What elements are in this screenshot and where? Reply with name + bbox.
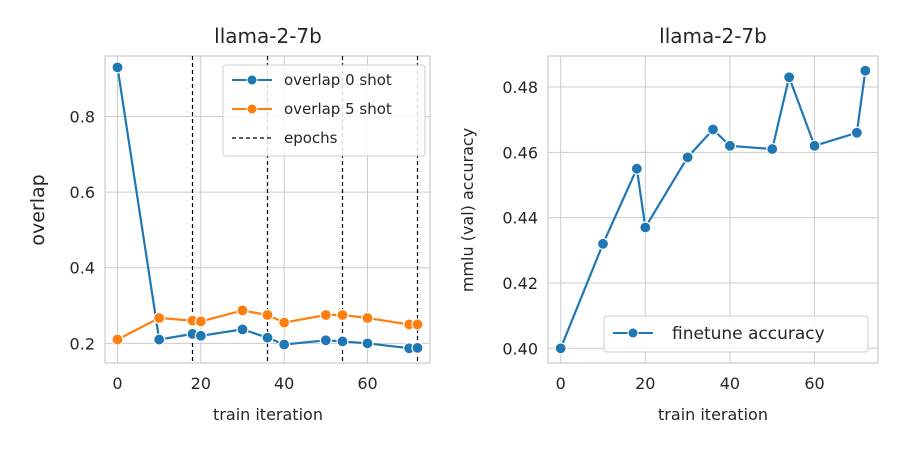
- y-tick-label: 0.2: [70, 334, 95, 353]
- legend-label-overlap-5-shot: overlap 5 shot: [284, 100, 392, 118]
- y-tick-label: 0.40: [502, 339, 538, 358]
- x-axis-label-right: train iteration: [658, 405, 768, 424]
- legend-label-overlap-0-shot: overlap 0 shot: [284, 71, 392, 89]
- data-point-finetune-accuracy: [783, 71, 796, 84]
- data-point-overlap-0-shot: [261, 331, 274, 344]
- legend-label-epochs: epochs: [284, 129, 338, 147]
- data-point-overlap-0-shot: [111, 61, 124, 74]
- legend-entry-overlap-5-shot: overlap 5 shot: [232, 100, 392, 118]
- y-axis-label-left: overlap: [27, 174, 49, 245]
- legend-left: overlap 0 shot overlap 5 shot epochs: [222, 64, 426, 157]
- x-axis-label-left: train iteration: [213, 405, 323, 424]
- yticks-left: 0.2 0.4 0.6 0.8: [70, 107, 95, 353]
- legend-marker-overlap-0-shot: [246, 74, 258, 86]
- data-point-overlap-0-shot: [361, 337, 374, 350]
- data-point-overlap-5-shot: [261, 308, 274, 322]
- data-point-overlap-0-shot: [194, 329, 207, 342]
- data-point-finetune-accuracy: [639, 221, 652, 234]
- xticks-right: 0 20 40 60: [556, 374, 825, 393]
- series-left: [111, 61, 424, 355]
- x-tick-label: 0: [556, 374, 566, 393]
- data-point-finetune-accuracy: [808, 139, 821, 152]
- legend-entry-overlap-0-shot: overlap 0 shot: [232, 71, 392, 89]
- data-point-overlap-5-shot: [411, 318, 424, 331]
- y-tick-label: 0.4: [70, 259, 95, 278]
- y-tick-label: 0.8: [70, 107, 95, 126]
- data-point-overlap-0-shot: [278, 338, 291, 351]
- data-point-finetune-accuracy: [681, 151, 694, 164]
- data-point-finetune-accuracy: [596, 237, 610, 250]
- x-tick-label: 20: [635, 374, 655, 393]
- x-tick-label: 60: [804, 374, 824, 393]
- xticks-left: 0 20 40 60: [112, 374, 377, 393]
- data-point-overlap-5-shot: [319, 308, 332, 322]
- legend-marker-finetune-accuracy: [627, 327, 639, 339]
- data-point-overlap-5-shot: [278, 316, 291, 329]
- x-tick-label: 20: [191, 374, 211, 393]
- series-right: [554, 64, 872, 355]
- data-point-finetune-accuracy: [766, 142, 779, 156]
- data-point-overlap-5-shot: [236, 304, 249, 317]
- legend-label-finetune-accuracy: finetune accuracy: [672, 324, 825, 344]
- chart-overlap: 0 20 40 60 0.2 0.4 0.6 0.8 llama-2-7b train it…: [27, 24, 431, 424]
- data-point-overlap-5-shot: [361, 311, 374, 325]
- data-point-finetune-accuracy: [630, 162, 643, 175]
- y-tick-label: 0.6: [70, 183, 95, 202]
- yticks-right: 0.40 0.42 0.44 0.46 0.48: [502, 78, 538, 358]
- data-point-overlap-0-shot: [153, 333, 166, 346]
- data-point-overlap-5-shot: [336, 308, 349, 322]
- data-point-overlap-5-shot: [153, 311, 166, 325]
- data-point-finetune-accuracy: [706, 123, 720, 136]
- y-tick-label: 0.42: [502, 274, 538, 293]
- data-point-overlap-5-shot: [111, 333, 124, 346]
- legend-entry-finetune-accuracy: finetune accuracy: [613, 324, 825, 344]
- y-tick-label: 0.46: [502, 143, 538, 162]
- data-point-finetune-accuracy: [554, 342, 567, 355]
- plot-area-right: [548, 56, 878, 363]
- legend-box-left: [222, 64, 426, 157]
- data-point-finetune-accuracy: [723, 139, 737, 152]
- chart-title-left: llama-2-7b: [214, 24, 322, 48]
- legend-marker-overlap-5-shot: [246, 103, 258, 115]
- y-tick-label: 0.48: [502, 78, 538, 97]
- x-tick-label: 60: [357, 374, 377, 393]
- data-point-overlap-0-shot: [319, 334, 332, 347]
- x-tick-label: 40: [274, 374, 294, 393]
- data-point-finetune-accuracy: [850, 126, 863, 139]
- data-point-overlap-5-shot: [194, 315, 207, 328]
- legend-box-right: [603, 315, 869, 353]
- chart-accuracy: 0 20 40 60 0.400.420.440.460.48 llama-2-7b …: [458, 24, 879, 424]
- data-point-overlap-0-shot: [236, 323, 249, 336]
- spine-right: [547, 55, 879, 364]
- x-tick-label: 0: [112, 374, 122, 393]
- data-point-overlap-0-shot: [336, 335, 349, 348]
- series-line-finetune-accuracy: [559, 70, 867, 349]
- y-axis-label-right: mmlu (val) accuracy: [458, 128, 477, 292]
- legend-right: finetune accuracy: [603, 315, 869, 353]
- y-tick-label: 0.44: [502, 209, 538, 228]
- data-point-overlap-0-shot: [411, 341, 424, 354]
- data-point-finetune-accuracy: [859, 64, 872, 77]
- x-tick-label: 40: [720, 374, 740, 393]
- chart-title-right: llama-2-7b: [659, 24, 767, 48]
- legend-entry-epochs: epochs: [232, 129, 338, 147]
